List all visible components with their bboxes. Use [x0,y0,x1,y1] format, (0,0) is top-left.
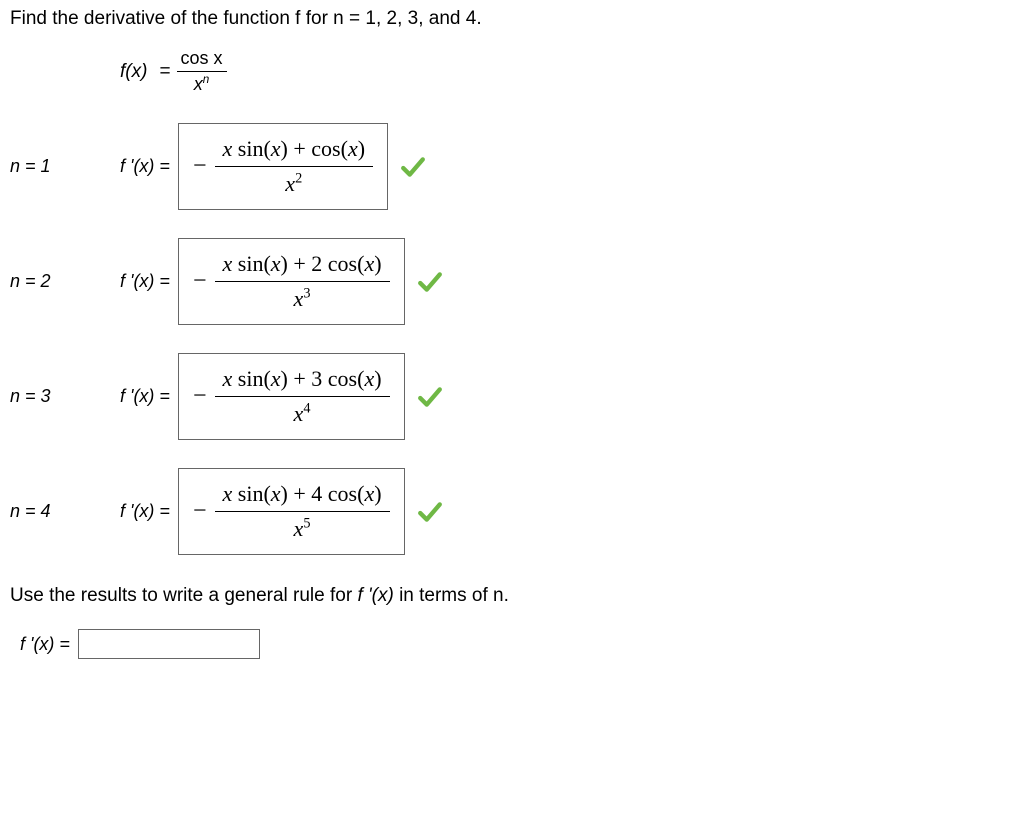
answer-box[interactable]: −x sin(x) + 4 cos(x)x5 [178,468,405,555]
definition-fraction: cos x xn [177,48,227,95]
answer-row: n = 3f '(x) = −x sin(x) + 3 cos(x)x4 [10,353,1014,440]
fprime-label: f '(x) = [120,156,170,177]
equals-sign: = [159,61,170,83]
n-label: n = 4 [10,501,120,522]
followup-suffix: in terms of n. [399,585,509,606]
followup-func: f '(x) [357,585,393,606]
minus-sign: − [193,383,207,410]
n-label: n = 1 [10,156,120,177]
final-answer-row: f '(x) = [20,629,1014,659]
answer-row: n = 4f '(x) = −x sin(x) + 4 cos(x)x5 [10,468,1014,555]
def-denom-base: x [194,74,203,94]
check-icon [417,499,443,525]
function-definition: f(x) = cos x xn [120,48,1014,95]
prompt-text: Find the derivative of the function f fo… [10,8,482,29]
fprime-label: f '(x) = [120,386,170,407]
answer-box[interactable]: −x sin(x) + 2 cos(x)x3 [178,238,405,325]
n-label: n = 3 [10,386,120,407]
fx-label: f(x) [120,61,147,83]
check-icon [417,269,443,295]
fprime-label: f '(x) = [120,271,170,292]
minus-sign: − [193,498,207,525]
def-denominator: xn [190,72,214,95]
followup-prefix: Use the results to write a general rule … [10,585,357,606]
minus-sign: − [193,268,207,295]
answer-numerator: x sin(x) + 2 cos(x) [215,249,390,282]
answer-fraction: x sin(x) + 3 cos(x)x4 [215,364,390,429]
fprime-label: f '(x) = [120,501,170,522]
n-label: n = 2 [10,271,120,292]
answer-box[interactable]: −x sin(x) + 3 cos(x)x4 [178,353,405,440]
question-prompt: Find the derivative of the function f fo… [10,8,1014,30]
minus-sign: − [193,153,207,180]
answer-denominator: x3 [286,282,319,314]
followup-prompt: Use the results to write a general rule … [10,585,1014,607]
answer-numerator: x sin(x) + cos(x) [215,134,374,167]
final-answer-input[interactable] [78,629,260,659]
def-denom-exp: n [203,73,210,86]
answer-fraction: x sin(x) + 4 cos(x)x5 [215,479,390,544]
def-numerator: cos x [177,48,227,72]
answer-fraction: x sin(x) + 2 cos(x)x3 [215,249,390,314]
answer-numerator: x sin(x) + 4 cos(x) [215,479,390,512]
check-icon [417,384,443,410]
answer-box[interactable]: −x sin(x) + cos(x)x2 [178,123,388,210]
answer-denominator: x5 [286,512,319,544]
final-fprime-label: f '(x) = [20,634,70,655]
check-icon [400,154,426,180]
answer-row: n = 1f '(x) = −x sin(x) + cos(x)x2 [10,123,1014,210]
answer-fraction: x sin(x) + cos(x)x2 [215,134,374,199]
answer-row: n = 2f '(x) = −x sin(x) + 2 cos(x)x3 [10,238,1014,325]
answer-numerator: x sin(x) + 3 cos(x) [215,364,390,397]
answer-denominator: x4 [286,397,319,429]
answer-denominator: x2 [277,167,310,199]
